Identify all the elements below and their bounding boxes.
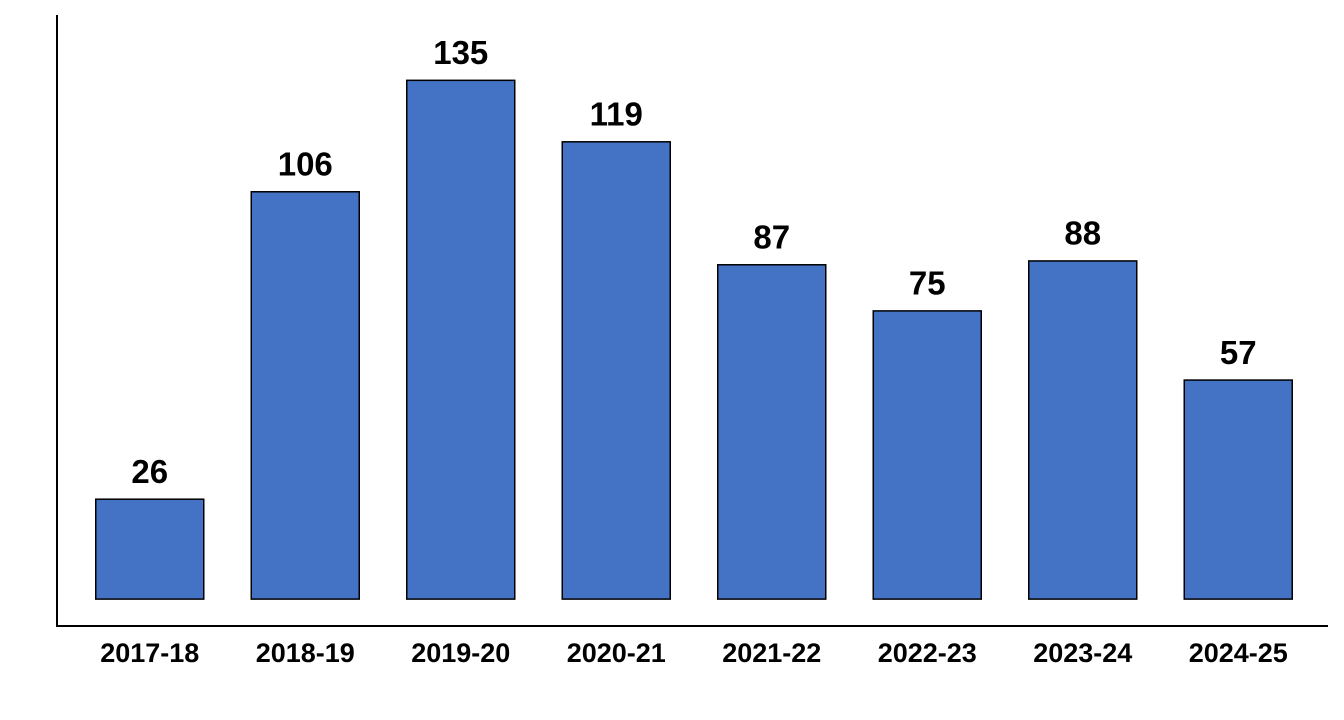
x-tick-label: 2024-25 <box>1189 638 1288 668</box>
x-tick-label: 2023-24 <box>1033 638 1132 668</box>
x-tick-label: 2021-22 <box>722 638 821 668</box>
value-label: 75 <box>909 265 946 302</box>
x-tick-label: 2020-21 <box>567 638 666 668</box>
x-tick-label: 2019-20 <box>411 638 510 668</box>
bar <box>717 264 827 600</box>
bar <box>1028 260 1138 600</box>
bar <box>1183 379 1293 600</box>
bar <box>95 498 205 600</box>
value-label: 119 <box>590 96 643 133</box>
value-label: 87 <box>753 218 790 255</box>
value-label: 26 <box>131 453 168 490</box>
x-tick-label: 2017-18 <box>100 638 199 668</box>
bar <box>872 310 982 600</box>
value-label: 57 <box>1220 334 1257 371</box>
value-label: 88 <box>1064 215 1101 252</box>
x-tick-label: 2022-23 <box>878 638 977 668</box>
x-tick-label: 2018-19 <box>256 638 355 668</box>
value-label: 135 <box>433 34 488 71</box>
bar <box>561 141 671 600</box>
bar <box>406 79 516 600</box>
bar <box>250 191 360 600</box>
value-label: 106 <box>278 145 333 182</box>
